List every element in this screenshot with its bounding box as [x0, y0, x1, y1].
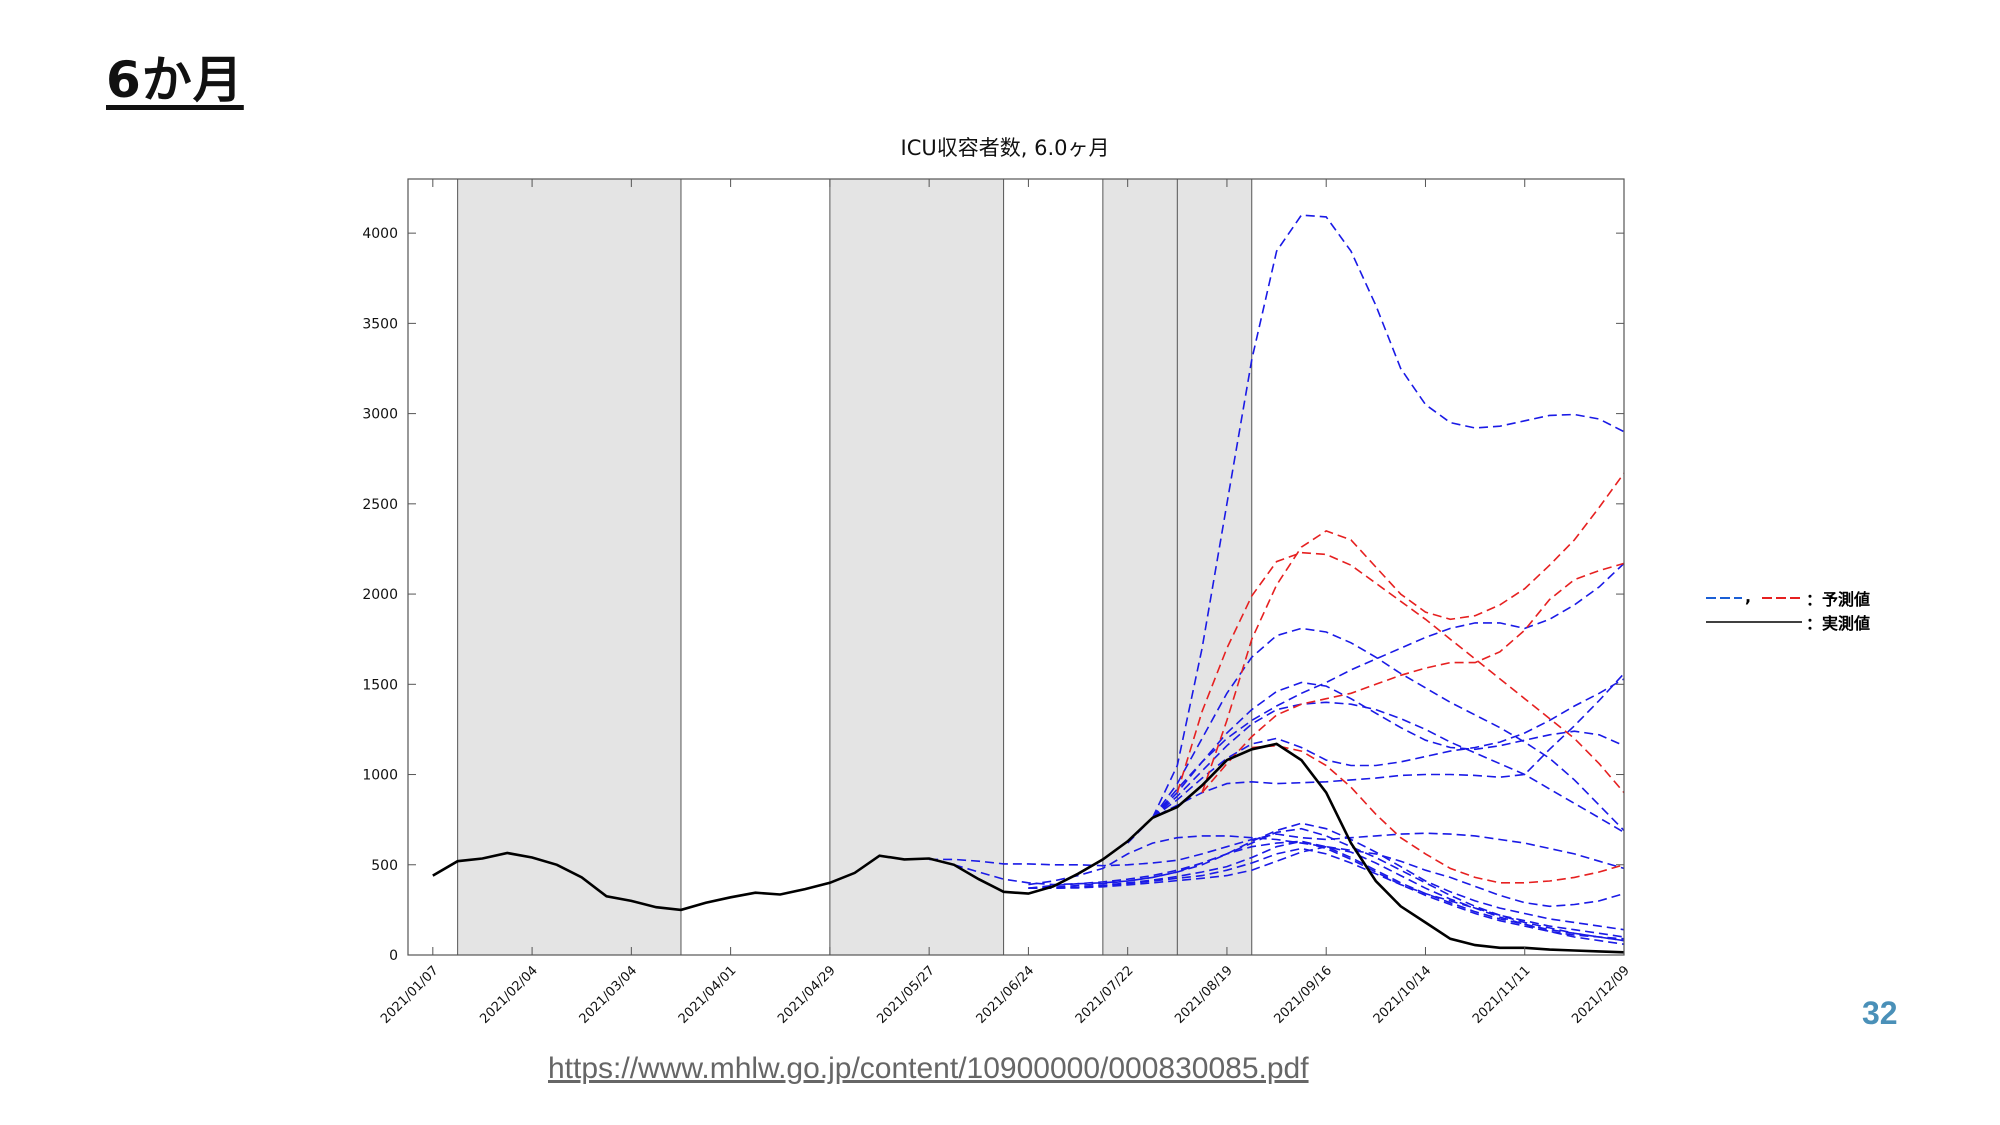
series-prediction-blue-10 — [1028, 827, 1625, 942]
series-prediction-blue-13 — [1028, 847, 1625, 938]
series-prediction-blue-6 — [1127, 672, 1625, 844]
y-tick-label-7: 3500 — [362, 316, 398, 332]
x-tick-label-9: 2021/09/16 — [1271, 963, 1335, 1027]
plot-frame — [407, 178, 1625, 956]
slide-title: 6か月 — [106, 51, 244, 109]
series-prediction-blue-8 — [929, 832, 1625, 870]
series-prediction-blue-12 — [1028, 840, 1625, 942]
x-tick-label-1: 2021/02/04 — [477, 963, 541, 1027]
source-link[interactable]: https://www.mhlw.go.jp/content/10900000/… — [548, 1052, 1309, 1085]
series-actual — [432, 742, 1625, 954]
period-divider-lines — [457, 179, 1253, 955]
y-tick-label-8: 4000 — [362, 226, 398, 242]
series-prediction-blue-9 — [953, 822, 1625, 931]
legend-predicted-label: ：予測値 — [1806, 590, 1871, 609]
series-prediction-blue-1 — [1151, 627, 1625, 832]
x-tick-label-4: 2021/04/29 — [775, 963, 839, 1027]
page-number: 32 — [1862, 995, 1898, 1031]
series-prediction-blue-11 — [1028, 840, 1625, 940]
series-prediction-blue-5 — [1152, 678, 1625, 819]
chart-title: ICU収容者数, 6.0ヶ月 — [901, 136, 1110, 160]
x-tick-label-12: 2021/12/09 — [1569, 963, 1633, 1027]
series-prediction-blue-0 — [1151, 214, 1625, 819]
x-tick-label-8: 2021/08/19 — [1172, 963, 1236, 1027]
x-tick-label-7: 2021/07/22 — [1073, 963, 1137, 1027]
shaded-period-0 — [457, 179, 681, 955]
series-prediction-blue-2 — [1151, 562, 1625, 819]
x-tick-label-2: 2021/03/04 — [577, 963, 641, 1027]
series-prediction-blue-14 — [1028, 845, 1625, 945]
series-lines — [432, 214, 1625, 954]
series-prediction-blue-7 — [1028, 835, 1625, 908]
x-tick-label-3: 2021/04/01 — [676, 963, 740, 1027]
y-tick-label-6: 3000 — [362, 407, 398, 423]
y-tick-label-1: 500 — [371, 858, 398, 874]
y-tick-label-3: 1500 — [362, 677, 398, 693]
legend-actual-swatch — [1706, 621, 1802, 623]
x-tick-label-6: 2021/06/24 — [974, 963, 1038, 1027]
y-tick-label-2: 1000 — [362, 768, 398, 784]
shaded-period-1 — [829, 179, 1004, 955]
x-tick-label-10: 2021/10/14 — [1371, 963, 1435, 1027]
x-tick-label-5: 2021/05/27 — [874, 963, 938, 1027]
series-prediction-red-17 — [1201, 562, 1625, 794]
series-prediction-red-18 — [1251, 744, 1625, 884]
x-tick-label-11: 2021/11/11 — [1470, 963, 1534, 1027]
series-prediction-blue-4 — [1151, 701, 1625, 833]
series-prediction-red-16 — [1176, 551, 1625, 794]
series-prediction-blue-3 — [1151, 681, 1625, 819]
y-tick-label-0: 0 — [389, 948, 398, 964]
legend-actual-label: ：実測値 — [1806, 614, 1871, 633]
y-tick-label-4: 2000 — [362, 587, 398, 603]
svg-text:,: , — [1745, 587, 1751, 606]
series-prediction-red-15 — [1201, 472, 1625, 793]
y-tick-label-5: 2500 — [362, 497, 398, 513]
legend-predicted-swatch: , — [1706, 587, 1800, 606]
x-tick-label-0: 2021/01/07 — [378, 963, 442, 1027]
